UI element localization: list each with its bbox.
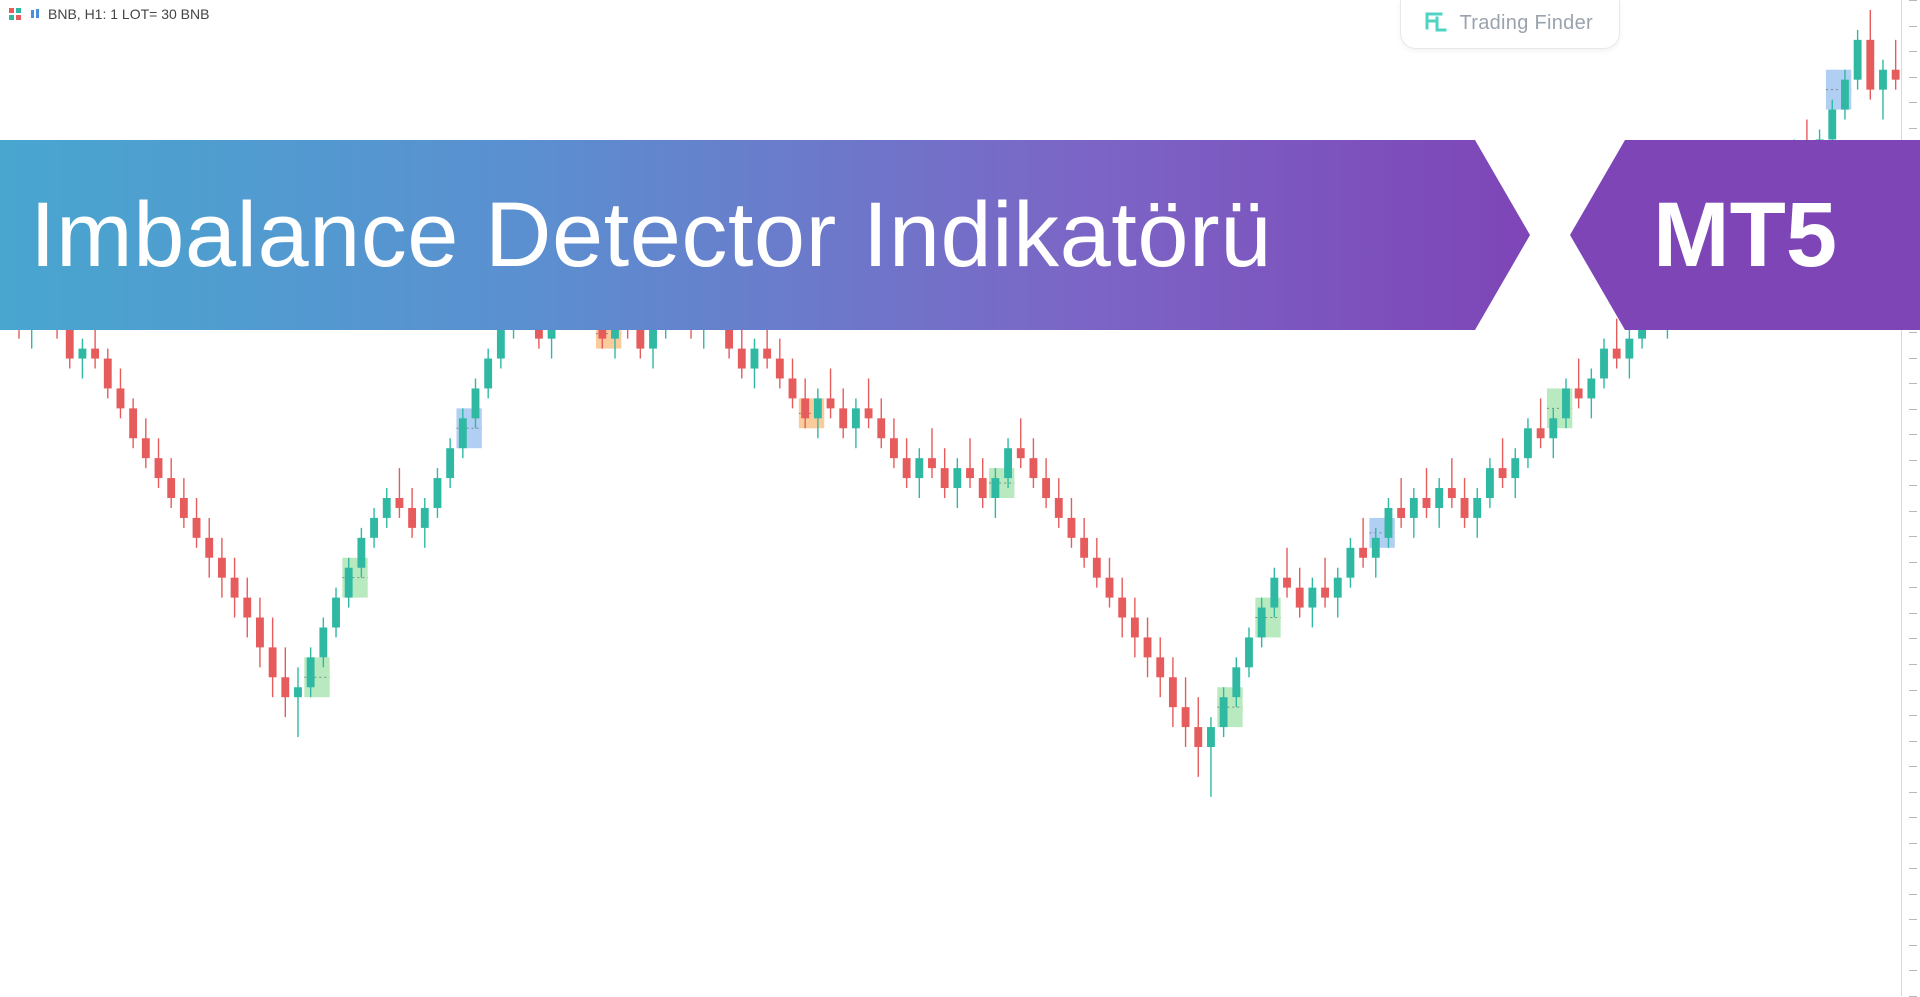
chart-container: BNB, H1: 1 LOT= 30 BNB Trading Finder Im… (0, 0, 1920, 996)
candle-icon (28, 7, 42, 21)
symbol-label: BNB, H1: 1 LOT= 30 BNB (8, 6, 209, 22)
brand-tab: Trading Finder (1400, 0, 1620, 49)
symbol-text: BNB, H1: 1 LOT= 30 BNB (48, 6, 209, 22)
title-main: Imbalance Detector Indikatörü (0, 140, 1530, 330)
brand-icon (1423, 10, 1449, 36)
title-badge: MT5 (1570, 140, 1920, 330)
title-banner: Imbalance Detector Indikatörü MT5 (0, 140, 1920, 330)
grid-icon (8, 7, 22, 21)
brand-text: Trading Finder (1459, 12, 1593, 35)
